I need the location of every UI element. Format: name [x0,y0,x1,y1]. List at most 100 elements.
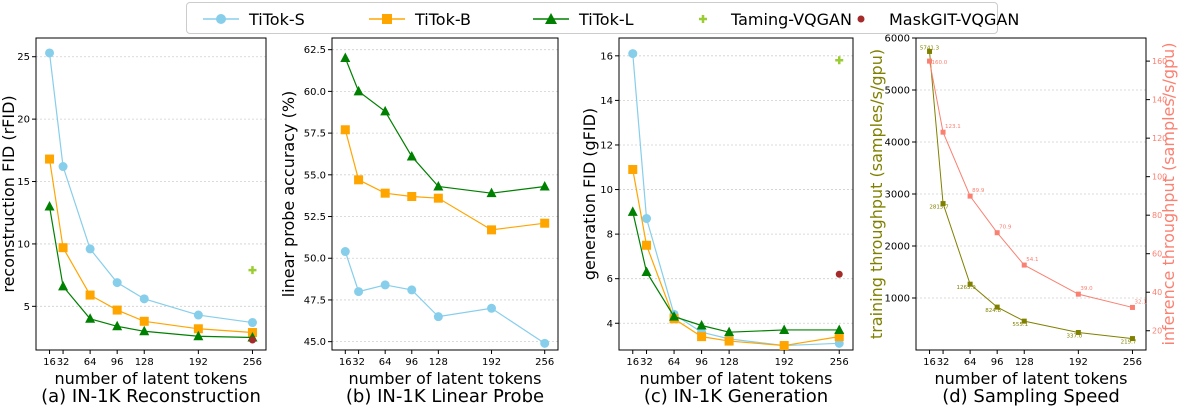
x-tick-label: 32 [937,357,950,368]
reference-point [835,56,844,65]
data-label: 89.9 [972,188,985,194]
data-point [380,188,390,198]
data-point [406,150,417,161]
y-tick-label: 52.5 [304,212,326,223]
series-line [48,52,253,324]
data-point [927,58,933,64]
legend-label: TiTok-L [579,9,634,29]
legend-label: TiTok-B [415,9,472,29]
data-point [486,187,497,198]
y-tick-label: 5000 [885,86,910,97]
data-point [354,175,364,185]
x-tick-label: 96 [111,357,124,368]
y-tick-label: 2000 [885,242,910,253]
y2-tick-label: 80 [1152,211,1162,220]
y2-axis-label: inference throughput (samples/s/gpu) [1159,42,1178,345]
legend: TiTok-S TiTok-B TiTok-L Taming-VQGAN Mas… [186,2,1019,34]
data-point [724,336,734,346]
reference-point [248,266,257,275]
data-point [540,218,550,228]
x-tick-label: 96 [405,357,418,368]
plus-marker-icon [699,15,707,23]
data-point [433,193,443,203]
data-point [627,206,638,216]
data-point [354,287,364,297]
x-tick-label: 256 [830,357,849,368]
data-point [540,338,550,348]
data-point [340,52,351,63]
series-line [344,251,546,344]
y-tick-label: 10 [17,239,30,250]
y-tick-label: 8 [607,230,613,241]
data-point [407,192,417,202]
data-point [628,164,638,174]
data-point [139,325,150,336]
data-point [112,278,122,288]
y-tick-label: 15 [17,177,30,188]
data-label: 5741.3 [920,45,940,51]
data-point [994,230,1000,236]
data-point [58,162,68,172]
data-point [1075,291,1081,297]
y-tick-label: 4000 [885,138,910,149]
data-point [927,48,933,54]
x-tick-label: 192 [482,357,501,368]
data-point [193,330,204,341]
series-line [632,211,840,333]
plot-frame [35,37,267,351]
x-tick-label: 256 [1123,357,1142,368]
data-point [697,332,707,342]
data-label: 824.8 [985,308,1001,314]
x-axis-label: number of latent tokens [55,369,248,388]
y-tick-label: 1000 [885,294,910,305]
y2-tick-label: 120 [1152,134,1167,143]
y2-tick-label: 20 [1152,327,1162,336]
y-tick-label: 55.0 [304,170,326,181]
data-point [1075,329,1081,335]
chart-panel-4: 1000 2000 3000 4000 5000 6000 16 32 64 96 128 192 25… [867,34,1178,407]
x-tick-label: 96 [991,357,1004,368]
data-point [85,244,95,254]
x-tick-label: 64 [84,357,97,368]
data-point [353,85,364,96]
y-tick-label: 6 [607,274,613,285]
data-point [340,125,350,135]
reference-point [248,336,256,344]
dot-marker-icon [857,15,865,23]
data-point [380,105,391,116]
series-line [929,61,1133,308]
data-label: 1265.9 [956,285,976,291]
x-axis-label: number of latent tokens [640,369,833,388]
y-axis-label: reconstruction FID (rFID) [0,95,18,292]
data-point [994,304,1000,310]
x-tick-label: 32 [640,357,653,368]
data-point [487,225,497,235]
y-tick-label: 5 [24,302,30,313]
series-line [344,129,545,231]
data-label: 39.0 [1080,286,1093,292]
y-tick-label: 57.5 [304,129,326,140]
data-point [642,214,652,224]
data-point [1129,336,1135,342]
x-tick-label: 96 [695,357,708,368]
y-tick-label: 50.0 [304,254,326,265]
data-point [340,247,350,257]
legend-label: TiTok-S [249,9,305,29]
x-tick-label: 32 [57,357,70,368]
chart-panel-2: 45.0 47.5 50.0 52.5 55.0 57.5 60.0 62.5 16 32 64 96… [279,37,559,407]
x-tick-label: 128 [429,357,448,368]
x-axis-label: number of latent tokens [349,369,542,388]
data-point [940,129,946,135]
data-label: 70.9 [999,225,1012,231]
data-point [628,49,638,59]
x-tick-label: 16 [923,357,936,368]
y-tick-label: 6000 [885,34,910,45]
x-tick-label: 192 [1069,357,1088,368]
x-tick-label: 256 [535,357,554,368]
data-point [58,243,68,253]
data-point [940,201,946,207]
y-tick-label: 16 [600,51,613,62]
y2-tick-label: 160 [1152,57,1167,66]
x-tick-label: 64 [379,357,392,368]
